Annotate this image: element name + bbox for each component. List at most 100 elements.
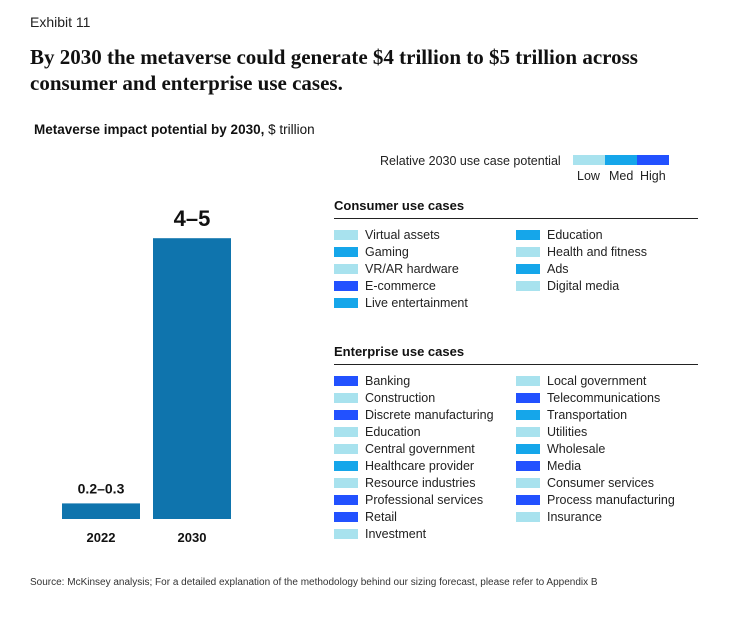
potential-low-swatch xyxy=(516,426,540,437)
scale-med-swatch xyxy=(605,155,637,165)
consumer-title: Consumer use cases xyxy=(334,198,465,213)
use-case-label: Digital media xyxy=(547,278,620,293)
use-case-item: Central government xyxy=(334,440,494,457)
use-case-item: Insurance xyxy=(516,508,675,525)
exhibit-label: Exhibit 11 xyxy=(30,14,91,30)
potential-low-swatch xyxy=(334,392,358,403)
use-case-item: Virtual assets xyxy=(334,226,468,243)
scale-med-label: Med xyxy=(609,169,634,183)
use-case-item: Healthcare provider xyxy=(334,457,494,474)
enterprise-title: Enterprise use cases xyxy=(334,344,465,359)
use-case-item: Process manufacturing xyxy=(516,491,675,508)
bar-2022 xyxy=(62,503,140,519)
use-case-item: Media xyxy=(516,457,675,474)
consumer-list-left: Virtual assets Gaming VR/AR hardware E-comm… xyxy=(334,226,468,311)
potential-med-swatch xyxy=(334,460,358,471)
use-case-item: Education xyxy=(334,423,494,440)
use-case-label: Utilities xyxy=(547,424,588,439)
potential-low-swatch xyxy=(334,263,358,274)
potential-low-swatch xyxy=(334,477,358,488)
potential-low-swatch xyxy=(516,477,540,488)
potential-med-swatch xyxy=(516,229,540,240)
scale-bar xyxy=(573,155,669,165)
use-case-label: Banking xyxy=(365,373,411,388)
consumer-rule xyxy=(334,218,698,219)
value-label-2030: 4–5 xyxy=(174,206,211,231)
use-case-item: Telecommunications xyxy=(516,389,675,406)
potential-high-swatch xyxy=(334,280,358,291)
potential-low-swatch xyxy=(516,246,540,257)
use-case-item: Utilities xyxy=(516,423,675,440)
potential-low-swatch xyxy=(516,280,540,291)
potential-low-swatch xyxy=(334,426,358,437)
potential-med-swatch xyxy=(334,246,358,257)
scale-label: Relative 2030 use case potential xyxy=(380,154,561,168)
potential-med-swatch xyxy=(334,297,358,308)
use-case-item: Investment xyxy=(334,525,494,542)
use-case-label: Media xyxy=(547,458,582,473)
potential-high-swatch xyxy=(334,409,358,420)
enterprise-rule xyxy=(334,364,698,365)
subtitle-bold: Metaverse impact potential by 2030, xyxy=(34,122,265,137)
enterprise-list-right: Local government Telecommunications Transp… xyxy=(516,372,675,525)
use-case-item: Education xyxy=(516,226,647,243)
use-case-label: Gaming xyxy=(365,244,409,259)
use-case-label: Health and fitness xyxy=(547,244,648,259)
use-case-label: Live entertainment xyxy=(365,295,468,310)
bar-chart: 0.2–0.3 2022 4–5 2030 xyxy=(62,206,231,545)
use-case-item: Retail xyxy=(334,508,494,525)
consumer-list-right: Education Health and fitness Ads Digital me… xyxy=(516,226,647,294)
use-case-label: Transportation xyxy=(547,407,628,422)
use-case-item: Consumer services xyxy=(516,474,675,491)
use-case-label: Resource industries xyxy=(365,475,476,490)
potential-high-swatch xyxy=(516,460,540,471)
potential-high-swatch xyxy=(334,375,358,386)
use-case-label: Virtual assets xyxy=(365,227,440,242)
use-case-label: Education xyxy=(365,424,421,439)
use-case-item: VR/AR hardware xyxy=(334,260,468,277)
potential-low-swatch xyxy=(334,229,358,240)
potential-med-swatch xyxy=(516,263,540,274)
use-case-label: Process manufacturing xyxy=(547,492,675,507)
use-case-item: Local government xyxy=(516,372,675,389)
use-case-item: Live entertainment xyxy=(334,294,468,311)
use-case-label: Central government xyxy=(365,441,475,456)
scale-low-label: Low xyxy=(577,169,600,183)
use-case-label: Consumer services xyxy=(547,475,654,490)
use-case-label: Wholesale xyxy=(547,441,606,456)
use-case-label: Local government xyxy=(547,373,647,388)
enterprise-list-left: Banking Construction Discrete manufacturin… xyxy=(334,372,494,542)
scale-low-swatch xyxy=(573,155,605,165)
headline: By 2030 the metaverse could generate $4 … xyxy=(30,45,638,95)
tick-label-2022: 2022 xyxy=(87,530,116,545)
use-case-item: Wholesale xyxy=(516,440,675,457)
use-case-item: E-commerce xyxy=(334,277,468,294)
use-case-item: Gaming xyxy=(334,243,468,260)
use-case-label: Insurance xyxy=(547,509,602,524)
use-case-label: Education xyxy=(547,227,603,242)
use-case-item: Ads xyxy=(516,260,647,277)
tick-label-2030: 2030 xyxy=(178,530,207,545)
bar-2030 xyxy=(153,238,231,519)
chart-subtitle: Metaverse impact potential by 2030, $ tr… xyxy=(34,122,315,137)
use-case-item: Professional services xyxy=(334,491,494,508)
use-case-label: E-commerce xyxy=(365,278,436,293)
use-case-item: Health and fitness xyxy=(516,243,647,260)
use-case-item: Resource industries xyxy=(334,474,494,491)
use-case-label: Ads xyxy=(547,261,569,276)
potential-high-swatch xyxy=(334,511,358,522)
subtitle-unit: $ trillion xyxy=(264,122,315,137)
use-case-label: Healthcare provider xyxy=(365,458,475,473)
use-case-item: Digital media xyxy=(516,277,647,294)
use-case-item: Banking xyxy=(334,372,494,389)
potential-low-swatch xyxy=(334,443,358,454)
scale-high-label: High xyxy=(640,169,666,183)
use-case-label: Telecommunications xyxy=(547,390,661,405)
use-case-item: Transportation xyxy=(516,406,675,423)
use-case-label: Construction xyxy=(365,390,436,405)
use-case-label: Professional services xyxy=(365,492,484,507)
use-case-item: Construction xyxy=(334,389,494,406)
potential-low-swatch xyxy=(516,375,540,386)
potential-high-swatch xyxy=(516,392,540,403)
use-case-label: Investment xyxy=(365,526,427,541)
